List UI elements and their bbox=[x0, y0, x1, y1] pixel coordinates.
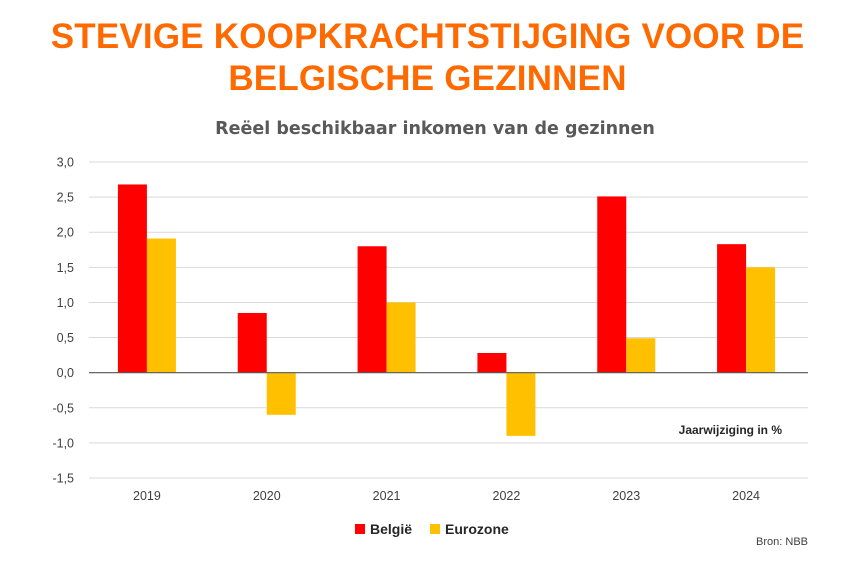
x-tick-label: 2021 bbox=[373, 489, 401, 503]
bar-belgie bbox=[597, 196, 627, 373]
bar-eurozone bbox=[266, 372, 296, 415]
y-tick-label: 3,0 bbox=[57, 156, 74, 170]
legend-label-belgie: België bbox=[370, 521, 412, 537]
bar-eurozone bbox=[146, 238, 176, 373]
bars bbox=[117, 184, 776, 436]
legend-label-eurozone: Eurozone bbox=[445, 521, 509, 537]
bar-eurozone bbox=[506, 372, 536, 436]
bar-belgie bbox=[237, 312, 267, 373]
y-tick-label: -1,0 bbox=[52, 436, 74, 450]
y-tick-label: -0,5 bbox=[52, 401, 74, 415]
legend-swatch-belgie bbox=[355, 524, 365, 534]
y-tick-label: 1,5 bbox=[57, 261, 74, 275]
y-tick-label: 1,0 bbox=[57, 296, 74, 310]
legend-swatch-eurozone bbox=[430, 524, 440, 534]
y-axis-ticks: -1,5 -1,0 -0,5 0,0 0,5 1,0 1,5 2,0 2,5 3,0 bbox=[52, 156, 74, 486]
headline-line-1: STEVIGE KOOPKRACHTSTIJGING VOOR DE bbox=[50, 17, 805, 56]
x-tick-label: 2020 bbox=[253, 489, 281, 503]
y-tick-label: 2,0 bbox=[57, 226, 74, 240]
axis-annotation: Jaarwijziging in % bbox=[679, 423, 783, 437]
y-tick-label: 2,5 bbox=[57, 191, 74, 205]
legend: België Eurozone bbox=[355, 521, 509, 537]
bar-eurozone bbox=[626, 338, 656, 373]
bar-belgie bbox=[357, 246, 387, 373]
headline-line-2: BELGISCHE GEZINNEN bbox=[228, 59, 627, 98]
bar-eurozone bbox=[386, 302, 416, 373]
y-tick-label: 0,5 bbox=[57, 331, 74, 345]
source-note: Bron: NBB bbox=[756, 536, 808, 548]
x-tick-label: 2023 bbox=[612, 489, 640, 503]
bar-belgie bbox=[477, 353, 507, 373]
bar-belgie bbox=[117, 184, 147, 373]
bar-eurozone bbox=[746, 267, 776, 373]
x-tick-label: 2019 bbox=[133, 489, 161, 503]
chart-title: Reëel beschikbaar inkomen van de gezinne… bbox=[215, 119, 655, 139]
headline: STEVIGE KOOPKRACHTSTIJGING VOOR DE BELGI… bbox=[0, 16, 855, 100]
y-tick-label: -1,5 bbox=[52, 472, 74, 486]
x-axis-ticks: 2019 2020 2021 2022 2023 2024 bbox=[133, 489, 760, 503]
x-tick-label: 2022 bbox=[493, 489, 521, 503]
y-tick-label: 0,0 bbox=[57, 366, 74, 380]
x-tick-label: 2024 bbox=[732, 489, 760, 503]
bar-belgie bbox=[717, 244, 747, 373]
